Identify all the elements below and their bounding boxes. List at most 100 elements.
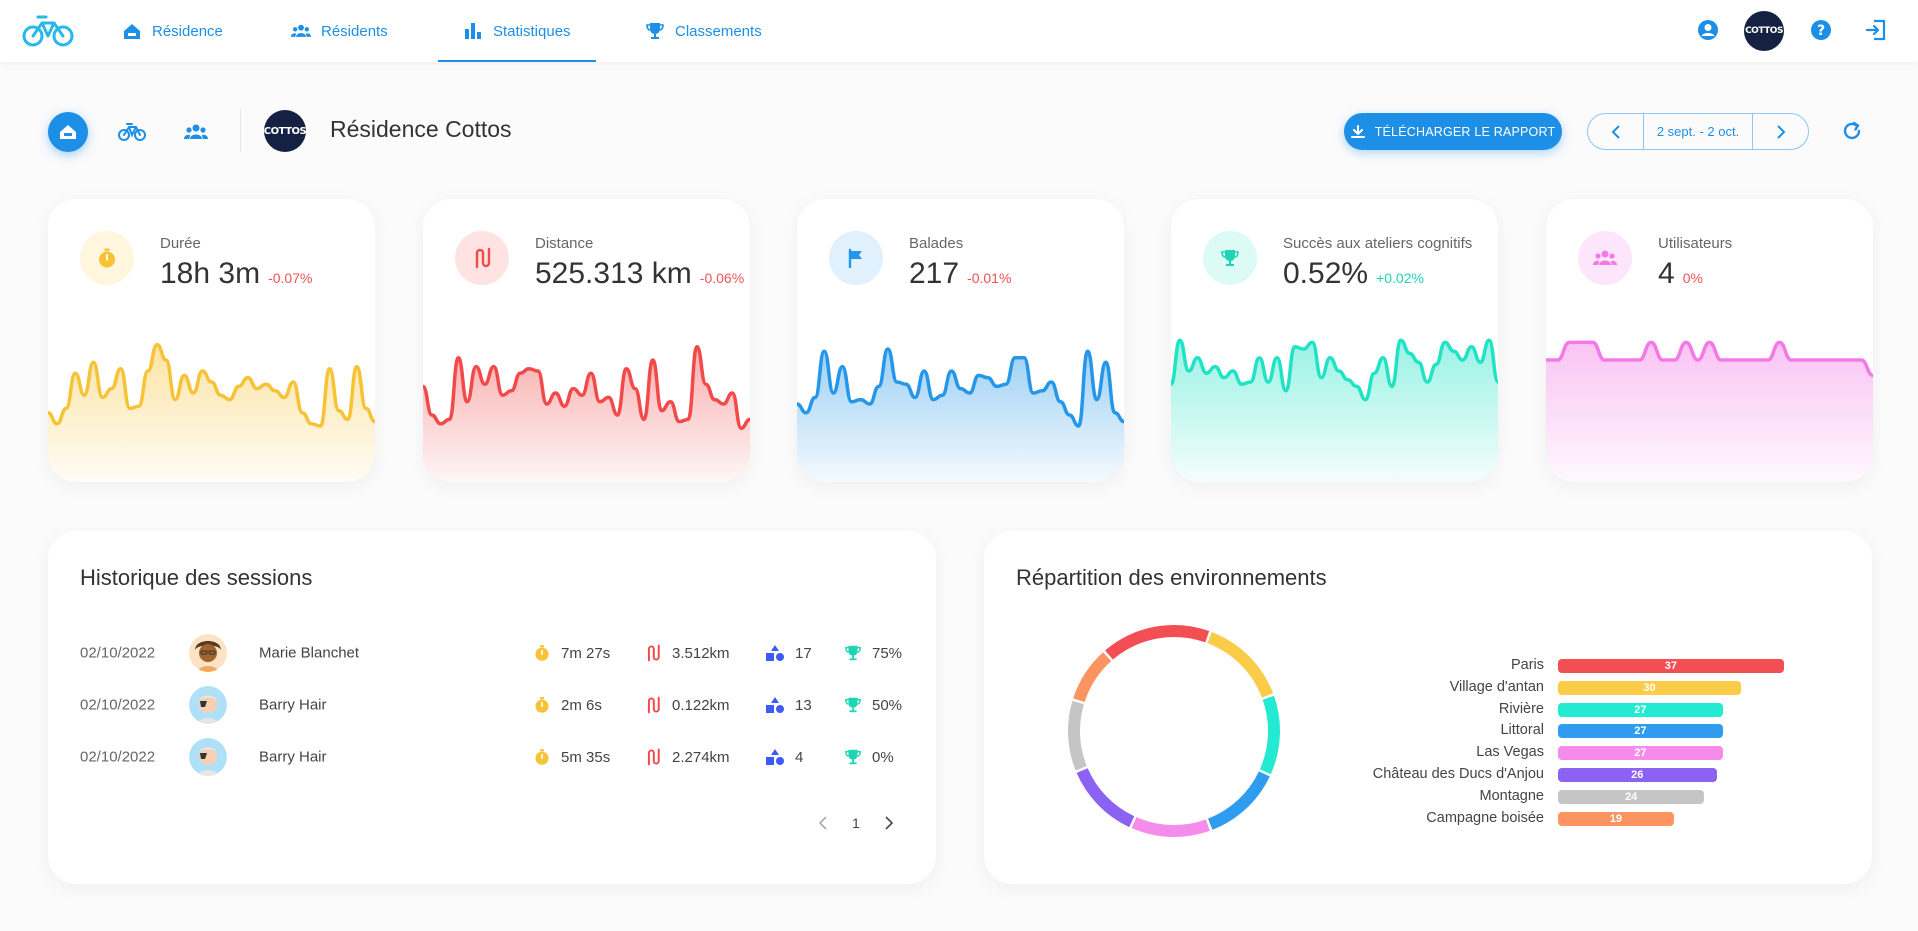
route-icon	[647, 644, 660, 662]
avatar[interactable]	[189, 634, 227, 672]
stat-label: Balades	[909, 235, 964, 252]
avatar[interactable]	[189, 686, 227, 724]
sparkline-area	[48, 344, 375, 482]
users-icon	[1593, 250, 1617, 265]
session-history-title: Historique des sessions	[80, 565, 313, 590]
stat-delta: -0.01%	[967, 270, 1012, 286]
view-bike-button[interactable]	[112, 112, 152, 152]
previous-period-button[interactable]	[1588, 114, 1643, 149]
session-success: 50%	[844, 696, 902, 714]
bar[interactable]: 27	[1558, 724, 1723, 739]
bar-label: Campagne boisée	[1426, 809, 1544, 826]
stopwatch-icon	[535, 645, 549, 661]
table-row[interactable]: 02/10/2022 Barry Hair 5m 35s 2.274km 4 0…	[48, 733, 936, 781]
session-success-value: 75%	[872, 644, 903, 662]
environment-distribution-title: Répartition des environnements	[1016, 565, 1327, 590]
home-icon	[60, 125, 76, 139]
sparkline-area	[1171, 340, 1498, 482]
session-success-value: 50%	[872, 696, 903, 714]
next-period-button[interactable]	[1753, 114, 1808, 149]
donut-slice[interactable]	[1073, 652, 1112, 703]
donut-slice[interactable]	[1207, 631, 1274, 698]
stat-value: 18h 3m	[160, 257, 261, 290]
nav-statistics[interactable]: Statistiques	[438, 0, 595, 62]
stat-icon-success	[1203, 231, 1257, 285]
session-duration-value: 5m 35s	[561, 748, 611, 766]
session-shapes: 13	[765, 696, 812, 714]
session-duration: 5m 35s	[533, 748, 610, 766]
route-icon	[475, 247, 491, 269]
bar-label: Rivière	[1498, 700, 1544, 717]
bar[interactable]: 30	[1558, 680, 1741, 695]
view-residence-button[interactable]	[48, 112, 88, 152]
stat-card-users: Utilisateurs 4 0%	[1546, 199, 1873, 482]
chevron-left-icon[interactable]	[818, 816, 828, 830]
trophy-icon	[1221, 250, 1239, 266]
stat-card-cognitive-success: Succès aux ateliers cognitifs 0.52% +0.0…	[1171, 199, 1498, 482]
brand-avatar[interactable]: COTTOS	[1744, 11, 1784, 51]
route-icon	[647, 696, 660, 714]
top-navigation: Résidence Résidents Statistiques Classem…	[0, 0, 1918, 62]
session-shapes-value: 13	[795, 696, 812, 714]
stat-card-rides: Balades 217 -0.01%	[797, 199, 1124, 482]
bar[interactable]: 24	[1558, 789, 1705, 804]
stat-delta: -0.07%	[268, 270, 313, 286]
session-success-value: 0%	[872, 748, 894, 766]
nav-residents[interactable]: Résidents	[291, 0, 388, 62]
donut-slice[interactable]	[1207, 771, 1270, 830]
table-row[interactable]: 02/10/2022 Barry Hair 2m 6s 0.122km 13 5…	[48, 681, 936, 729]
view-residents-button[interactable]	[176, 112, 216, 152]
bar[interactable]: 27	[1558, 746, 1723, 761]
sparkline-area	[423, 346, 750, 482]
donut-slice[interactable]	[1131, 817, 1210, 837]
chevron-right-icon[interactable]	[884, 816, 894, 830]
stat-value-row: 18h 3m -0.07%	[160, 257, 312, 291]
nav-residence[interactable]: Résidence	[122, 0, 223, 62]
donut-slice[interactable]	[1076, 768, 1135, 828]
refresh-icon[interactable]	[1840, 119, 1864, 143]
users-icon	[184, 124, 208, 139]
stat-delta: 0%	[1682, 270, 1703, 286]
donut-slice[interactable]	[1259, 695, 1280, 775]
current-page[interactable]: 1	[852, 815, 860, 831]
date-range-picker: 2 sept. - 2 oct.	[1587, 113, 1809, 150]
bar[interactable]: 37	[1558, 659, 1784, 673]
nav-rankings[interactable]: Classements	[645, 0, 762, 62]
trophy-icon	[845, 697, 861, 713]
bike-icon	[118, 123, 146, 141]
stat-value: 0.52%	[1283, 257, 1369, 290]
sparkline-area	[1546, 342, 1873, 482]
account-icon[interactable]	[1696, 18, 1720, 42]
avatar[interactable]	[189, 738, 227, 776]
bar[interactable]: 27	[1558, 702, 1723, 717]
sparkline-line	[48, 342, 375, 428]
stat-value: 217	[909, 257, 960, 290]
help-icon[interactable]: ?	[1809, 18, 1833, 42]
sparkline-line	[1171, 338, 1498, 402]
bike-logo-icon[interactable]	[22, 12, 74, 48]
stat-label: Durée	[160, 235, 201, 252]
table-row[interactable]: 02/10/2022 Marie Blanchet 7m 27s 3.512km…	[48, 629, 936, 677]
stat-delta: -0.06%	[699, 270, 745, 286]
chevron-right-icon	[1776, 124, 1785, 139]
donut-slice[interactable]	[1068, 700, 1087, 771]
session-distance-value: 0.122km	[672, 696, 730, 714]
bar[interactable]: 26	[1558, 768, 1717, 782]
donut-slice[interactable]	[1105, 625, 1210, 660]
bar[interactable]: 19	[1558, 811, 1674, 826]
stat-delta: +0.02%	[1376, 270, 1424, 286]
sparkline-line	[1546, 340, 1873, 378]
session-distance-value: 3.512km	[672, 644, 730, 662]
svg-text:?: ?	[1817, 23, 1825, 39]
download-report-button[interactable]: TÉLÉCHARGER LE RAPPORT	[1344, 113, 1562, 150]
pagination: 1	[818, 815, 894, 831]
logout-icon[interactable]	[1864, 18, 1888, 42]
date-range-label[interactable]: 2 sept. - 2 oct.	[1643, 114, 1753, 149]
environment-distribution-panel: Répartition des environnements Paris 37 Vi…	[984, 531, 1872, 884]
users-icon	[291, 24, 311, 37]
stat-card-distance: Distance 525.313 km -0.06%	[423, 199, 750, 482]
session-history-panel: Historique des sessions 02/10/2022 Marie…	[48, 531, 936, 884]
stat-value-row: 4 0%	[1658, 257, 1703, 291]
session-shapes: 4	[765, 748, 803, 766]
users-sparkline	[1546, 340, 1873, 482]
